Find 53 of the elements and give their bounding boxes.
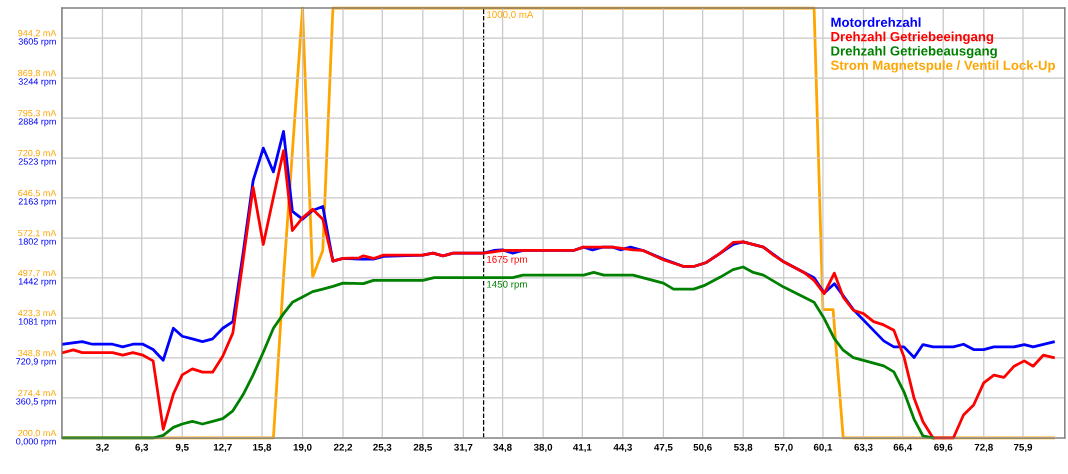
- x-tick-label: 38,0: [533, 443, 553, 453]
- x-tick-label: 19,0: [293, 443, 312, 453]
- y-tick-label: 2884 rpm: [18, 118, 56, 127]
- y-tick-label: 2523 rpm: [18, 158, 56, 167]
- x-tick-label: 57,0: [774, 443, 793, 453]
- x-tick-label: 3,2: [95, 443, 109, 453]
- x-tick-label: 50,6: [693, 443, 712, 453]
- text: Drehzahl Getriebeeingang: [831, 31, 994, 44]
- text: Drehzahl Getriebeausgang: [831, 45, 997, 59]
- text: Motordrehzahl: [831, 17, 921, 27]
- y2-tick-label: 720,9 mA: [18, 149, 57, 158]
- y2-tick-label: 497,7 mA: [17, 269, 57, 278]
- y-tick-label: 1081 rpm: [18, 318, 56, 327]
- x-tick-label: 60,1: [813, 443, 833, 453]
- x-tick-label: 6,3: [135, 443, 149, 453]
- x-tick-label: 12,7: [213, 443, 232, 453]
- series-label: Strom Magnetspule / Ventil Lock-Up: [830, 60, 1056, 73]
- x-tick-label: 25,3: [373, 443, 392, 453]
- x-tick-label: 53,8: [734, 443, 753, 453]
- x-tick-label: 75,9: [1013, 443, 1033, 453]
- x-tick-label: 63,3: [854, 443, 873, 453]
- ref-line-label: 1000,0 mA: [487, 11, 534, 20]
- y2-tick-label: 200,0 mA: [18, 429, 57, 438]
- x-tick-label: 22,2: [333, 443, 353, 453]
- y-tick-label: 2163 rpm: [18, 198, 56, 207]
- y-tick-label: 0,000 rpm: [16, 438, 56, 447]
- y-tick-label: 1442 rpm: [18, 278, 56, 287]
- x-tick-label: 47,5: [654, 443, 673, 453]
- y-tick-label: 3244 rpm: [18, 78, 56, 87]
- y2-tick-label: 869,8 mA: [18, 69, 57, 78]
- y2-tick-label: 274,4 mA: [18, 389, 57, 398]
- x-tick-label: 34,8: [493, 443, 512, 453]
- y-tick-label: 720,9 rpm: [16, 358, 56, 367]
- x-tick-label: 9,5: [175, 443, 189, 453]
- y-tick-label: 3605 rpm: [18, 38, 56, 47]
- y-tick-label: 1802 rpm: [18, 238, 56, 247]
- x-tick-label: 44,3: [613, 443, 632, 453]
- x-tick-label: 72,8: [974, 443, 993, 453]
- x-tick-label: 31,7: [454, 443, 473, 453]
- x-tick-label: 41,1: [573, 443, 592, 453]
- x-tick-label: 28,5: [413, 443, 433, 453]
- x-tick-label: 69,6: [934, 443, 953, 453]
- annotation: 1675 rpm: [487, 255, 527, 265]
- annotation: 1450 rpm: [487, 280, 527, 290]
- x-tick-label: 15,8: [253, 443, 272, 453]
- y2-tick-label: 423,3 mA: [17, 309, 57, 318]
- y-tick-label: 360,5 rpm: [16, 398, 56, 407]
- x-tick-label: 66,4: [893, 443, 913, 453]
- y2-tick-label: 572,1 mA: [18, 229, 57, 238]
- y2-tick-label: 348,8 mA: [18, 349, 57, 358]
- y2-tick-label: 795,3 mA: [18, 109, 57, 118]
- y2-tick-label: 944,2 mA: [18, 29, 57, 38]
- y2-tick-label: 646,5 mA: [18, 189, 57, 198]
